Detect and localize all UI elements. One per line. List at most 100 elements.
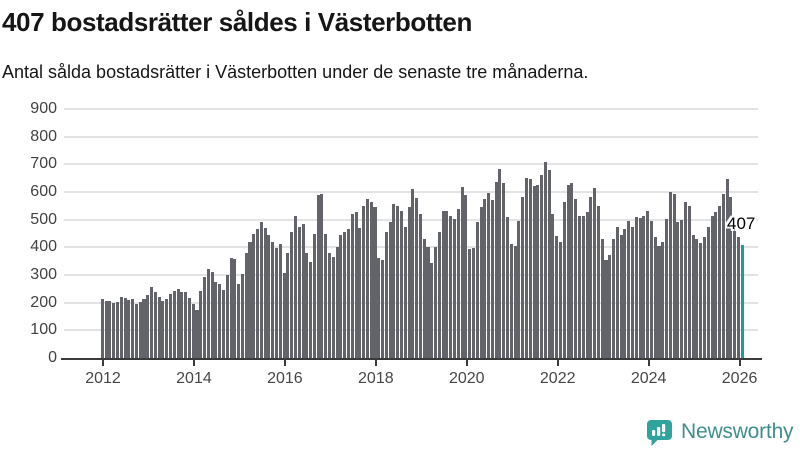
bar — [331, 257, 335, 358]
bar — [172, 290, 176, 358]
bar — [324, 233, 328, 358]
bar — [403, 226, 407, 358]
bar — [623, 228, 627, 358]
bar — [384, 232, 388, 358]
bar — [206, 268, 210, 358]
x-axis-line — [61, 357, 762, 361]
bar — [483, 198, 487, 358]
y-tick-label: 600 — [30, 183, 57, 200]
bar — [528, 178, 532, 358]
gridline — [64, 246, 758, 249]
y-tick-label: 900 — [30, 100, 57, 117]
bar — [301, 223, 305, 358]
bar — [695, 239, 699, 358]
y-tick-label: 100 — [30, 321, 57, 339]
bar — [555, 235, 559, 358]
bar — [721, 193, 725, 358]
bar — [627, 220, 631, 358]
bar — [142, 298, 146, 358]
gridline — [64, 163, 758, 166]
bar — [187, 297, 191, 358]
bar — [210, 271, 214, 358]
bar — [373, 207, 377, 358]
bar — [479, 207, 483, 358]
bar — [422, 239, 426, 358]
bar — [399, 210, 404, 358]
bar — [449, 215, 453, 358]
bar — [354, 212, 358, 358]
y-tick-label: 500 — [30, 210, 57, 228]
gridline — [64, 218, 758, 221]
bar — [343, 232, 347, 358]
bar — [566, 184, 570, 358]
bar — [642, 216, 646, 358]
bar — [559, 242, 563, 358]
bar — [737, 237, 741, 358]
bar — [275, 247, 279, 358]
bar — [445, 210, 449, 358]
bar — [517, 220, 521, 358]
x-tick-mark — [738, 360, 741, 366]
bar — [346, 228, 350, 358]
bar — [119, 296, 123, 358]
bar — [612, 239, 616, 358]
bar — [339, 235, 343, 358]
bar — [653, 237, 657, 358]
bar — [536, 184, 540, 358]
bar — [259, 222, 263, 358]
bar — [687, 205, 691, 358]
bar — [195, 309, 199, 358]
bar — [490, 200, 494, 358]
bar — [619, 234, 623, 358]
bar — [263, 227, 267, 358]
bar — [312, 233, 316, 358]
bar — [191, 304, 195, 358]
bar — [570, 182, 574, 358]
x-tick-mark — [192, 360, 195, 366]
bar — [157, 296, 161, 358]
bar — [244, 252, 248, 358]
x-tick-mark — [374, 360, 377, 366]
bar — [168, 294, 173, 358]
bar — [600, 239, 604, 358]
bar — [415, 197, 419, 358]
bar — [426, 247, 430, 358]
bar — [248, 241, 252, 358]
bar — [498, 169, 502, 358]
bar — [350, 213, 354, 358]
bar — [543, 161, 547, 358]
bar — [630, 226, 635, 358]
bar — [725, 178, 729, 358]
bar — [729, 196, 733, 358]
bar — [146, 294, 150, 358]
bar — [286, 252, 290, 358]
bar — [240, 274, 244, 358]
x-tick-label: 2018 — [358, 370, 394, 387]
bar — [547, 170, 551, 358]
bar — [710, 215, 714, 358]
bar — [502, 182, 506, 358]
bar — [229, 257, 233, 358]
y-tick-label: 300 — [30, 266, 57, 283]
bar — [524, 177, 528, 358]
bar — [471, 248, 475, 358]
bar — [100, 298, 104, 358]
bar — [282, 272, 286, 358]
bar — [638, 217, 642, 358]
x-tick-mark — [102, 360, 104, 366]
bar — [593, 187, 597, 358]
bar — [680, 219, 684, 358]
gridline — [64, 274, 758, 276]
bar — [123, 297, 127, 358]
bar — [604, 260, 608, 358]
last-value-label: 407 — [727, 214, 756, 233]
y-tick-label: 200 — [30, 293, 57, 311]
bar — [460, 187, 464, 358]
bar — [165, 299, 169, 358]
bar — [581, 216, 585, 358]
y-tick-label: 400 — [30, 238, 57, 256]
bar — [487, 193, 491, 358]
bar — [365, 198, 369, 358]
bar — [596, 206, 600, 358]
